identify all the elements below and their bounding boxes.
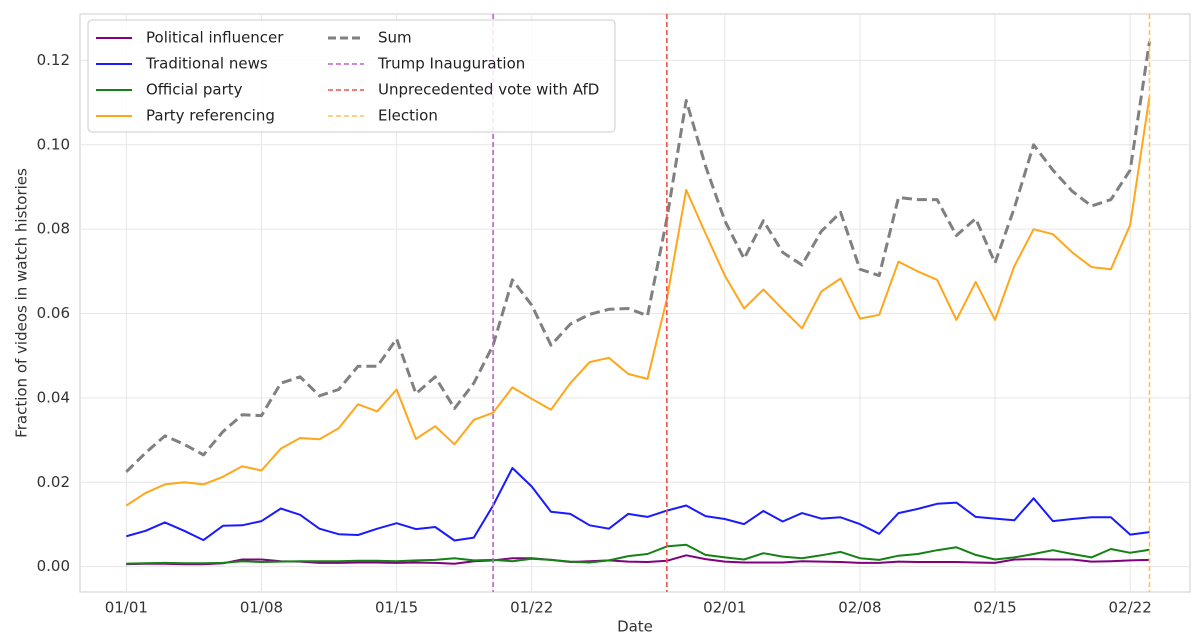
x-tick-label: 02/08	[838, 599, 881, 617]
legend-label: Political influencer	[146, 29, 284, 47]
x-tick-label: 01/01	[105, 599, 148, 617]
legend-label: Election	[378, 107, 438, 125]
series-line	[126, 467, 1150, 542]
x-tick-label: 01/22	[510, 599, 553, 617]
legend: Political influencer Traditional news Offi…	[87, 19, 616, 133]
y-tick-label: 0.04	[37, 388, 70, 406]
legend-label: Unprecedented vote with AfD	[378, 81, 599, 99]
x-tick-label: 01/15	[375, 599, 418, 617]
x-tick-label: 02/22	[1109, 599, 1152, 617]
legend-label: Sum	[378, 29, 412, 47]
x-tick-label: 02/01	[703, 599, 746, 617]
x-tick-label: 01/08	[240, 599, 283, 617]
legend-box	[87, 19, 616, 133]
series-line	[126, 543, 1150, 565]
legend-label: Official party	[146, 81, 243, 99]
x-tick-label: 02/15	[973, 599, 1016, 617]
series-line	[125, 41, 1151, 473]
legend-label: Party referencing	[146, 107, 275, 125]
y-tick-label: 0.08	[37, 220, 70, 238]
y-tick-label: 0.06	[37, 304, 70, 322]
y-tick-label: 0.12	[37, 51, 70, 69]
x-axis-label: Date	[617, 618, 653, 636]
y-tick-label: 0.02	[37, 473, 70, 491]
legend-label: Trump Inauguration	[377, 55, 525, 73]
legend-label: Traditional news	[145, 55, 268, 73]
y-axis-label: Fraction of videos in watch histories	[13, 168, 31, 438]
y-tick-label: 0.00	[37, 557, 70, 575]
y-tick-label: 0.10	[37, 135, 70, 153]
series-line	[125, 96, 1151, 507]
